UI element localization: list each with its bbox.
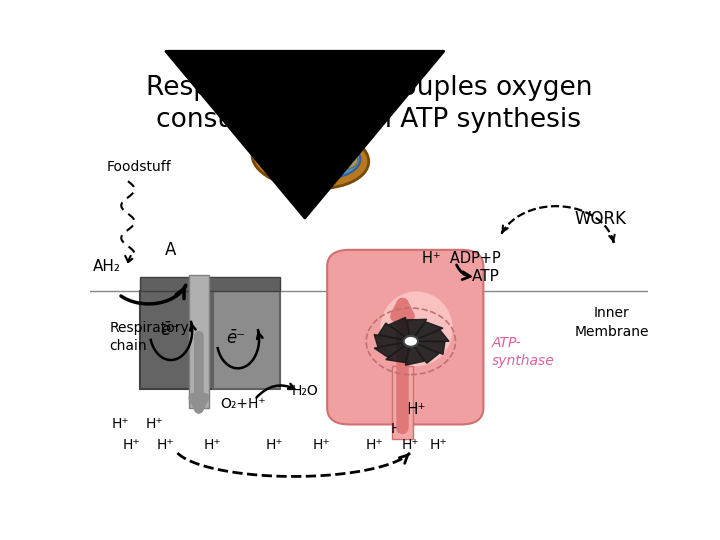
Polygon shape [411, 322, 443, 341]
Text: H₂O: H₂O [292, 384, 318, 398]
Polygon shape [378, 323, 411, 341]
Text: ē⁻: ē⁻ [227, 329, 246, 347]
Text: AH₂: AH₂ [93, 259, 121, 274]
Text: Inner
Membrane: Inner Membrane [575, 306, 649, 339]
Polygon shape [411, 341, 439, 363]
Text: H⁺: H⁺ [430, 438, 448, 453]
Polygon shape [405, 341, 424, 365]
Bar [140, 292, 213, 389]
Ellipse shape [281, 149, 312, 172]
Polygon shape [386, 341, 411, 363]
Text: H⁺: H⁺ [123, 438, 140, 453]
Text: Respiratory
chain: Respiratory chain [109, 321, 189, 353]
Text: H⁺: H⁺ [402, 438, 420, 453]
Bar [189, 275, 209, 408]
Ellipse shape [252, 128, 369, 189]
Text: H⁺: H⁺ [266, 438, 283, 453]
Text: Respiratory chain couples oxygen
consumption with ATP synthesis: Respiratory chain couples oxygen consump… [145, 75, 593, 133]
Polygon shape [407, 319, 427, 341]
Text: H⁺: H⁺ [112, 417, 130, 431]
Polygon shape [374, 341, 411, 357]
Bar [140, 277, 279, 292]
Ellipse shape [380, 292, 453, 366]
FancyBboxPatch shape [327, 250, 483, 424]
Text: H⁺: H⁺ [312, 438, 330, 453]
Text: H⁺  ADP+P: H⁺ ADP+P [422, 251, 501, 266]
Text: H⁺: H⁺ [204, 438, 222, 453]
Polygon shape [374, 334, 411, 347]
Text: H⁺: H⁺ [145, 417, 163, 431]
Ellipse shape [313, 138, 347, 163]
Text: ATP-
synthase: ATP- synthase [492, 335, 554, 368]
Ellipse shape [266, 133, 361, 179]
Text: H⁺: H⁺ [366, 438, 383, 453]
Text: H⁺: H⁺ [407, 402, 426, 417]
Bar [392, 366, 413, 439]
Polygon shape [389, 318, 411, 341]
Bar [213, 292, 279, 389]
Text: O₂+H⁺: O₂+H⁺ [220, 397, 266, 411]
Polygon shape [411, 341, 445, 354]
Text: WORK: WORK [575, 210, 626, 228]
Text: ATP: ATP [472, 269, 500, 285]
Text: H⁺: H⁺ [156, 438, 174, 453]
Text: Foodstuff: Foodstuff [107, 160, 171, 174]
Circle shape [404, 336, 418, 347]
Text: A: A [165, 241, 176, 259]
Polygon shape [411, 330, 449, 341]
Ellipse shape [336, 152, 358, 168]
Text: H⁺: H⁺ [391, 422, 408, 436]
Text: ē⁻: ē⁻ [160, 321, 179, 339]
